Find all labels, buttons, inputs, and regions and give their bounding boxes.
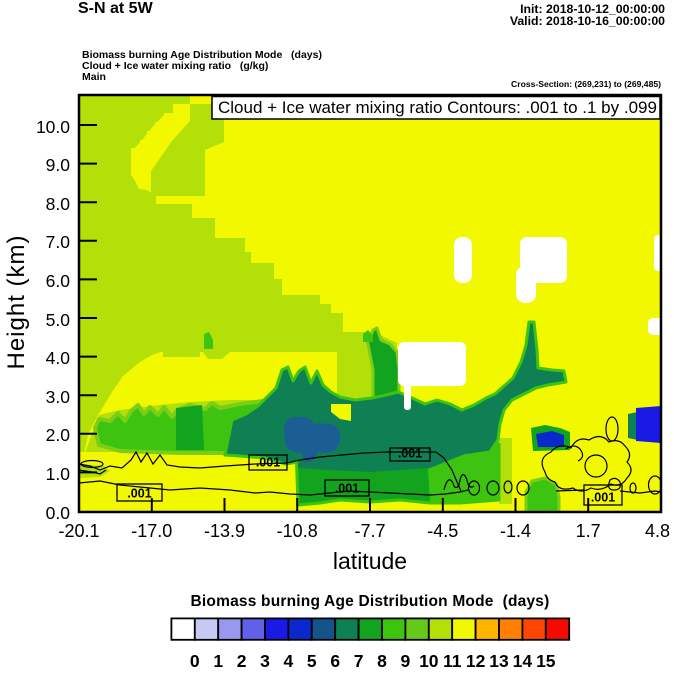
svg-text:5: 5 <box>307 651 317 668</box>
svg-text:13: 13 <box>489 651 509 668</box>
svg-text:4: 4 <box>284 651 294 668</box>
svg-text:15: 15 <box>536 651 556 668</box>
svg-text:14: 14 <box>513 651 533 668</box>
svg-text:.001: .001 <box>256 456 280 470</box>
svg-text:6: 6 <box>330 651 340 668</box>
svg-text:10: 10 <box>419 651 439 668</box>
svg-text:11: 11 <box>443 651 462 668</box>
svg-text:9: 9 <box>401 651 411 668</box>
svg-text:Cloud + Ice water mixing ratio: Cloud + Ice water mixing ratio Contours:… <box>218 98 657 117</box>
svg-text:3: 3 <box>260 651 270 668</box>
svg-text:0: 0 <box>190 651 200 668</box>
svg-text:.001: .001 <box>335 482 359 496</box>
svg-text:8: 8 <box>377 651 387 668</box>
svg-text:1: 1 <box>213 651 223 668</box>
svg-text:.001: .001 <box>127 487 151 501</box>
svg-text:2: 2 <box>237 651 247 668</box>
svg-text:.001: .001 <box>591 491 615 505</box>
svg-text:12: 12 <box>466 651 486 668</box>
svg-text:.001: .001 <box>398 447 422 461</box>
svg-text:7: 7 <box>354 651 364 668</box>
